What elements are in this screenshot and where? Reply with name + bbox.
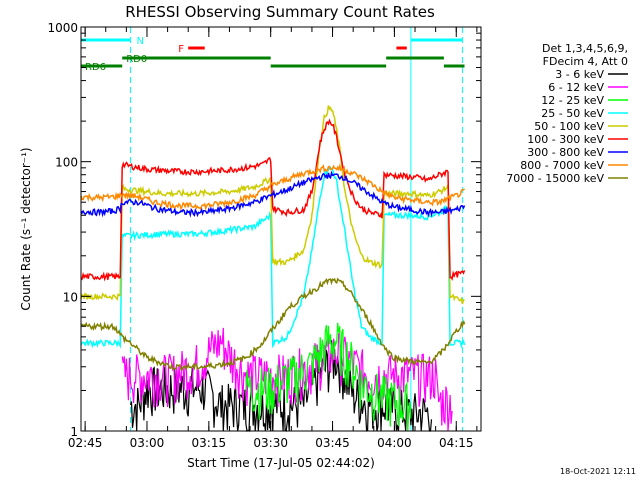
x-tick-label: 03:30 — [253, 436, 288, 450]
x-tick-label: 03:15 — [192, 436, 227, 450]
series-line — [245, 322, 412, 432]
x-tick-label: 02:45 — [68, 436, 103, 450]
x-tick-label: 04:00 — [377, 436, 412, 450]
legend-label: 50 - 100 keV — [534, 120, 604, 133]
legend-label: 12 - 25 keV — [541, 94, 604, 107]
flag-label: RD6 — [85, 62, 106, 73]
flag-label: F — [178, 44, 184, 55]
series-line — [80, 277, 466, 371]
flag-label: N — [136, 36, 143, 47]
plot-content: N F RD0 RD6 — [80, 27, 466, 433]
legend: Det 1,3,4,5,6,9,FDecim 4, Att 03 - 6 keV… — [506, 42, 628, 185]
series-line — [80, 105, 465, 305]
legend-label: 800 - 7000 keV — [520, 159, 604, 172]
series-line — [80, 118, 466, 282]
legend-label: 6 - 12 keV — [548, 81, 604, 94]
y-tick-label: 100 — [55, 156, 78, 170]
x-tick-label: 03:00 — [130, 436, 165, 450]
series-line — [80, 170, 466, 218]
x-tick-label: 03:45 — [315, 436, 350, 450]
series-line — [121, 327, 453, 432]
y-tick-label: 10 — [63, 290, 78, 304]
series-line — [80, 163, 466, 211]
y-tick-label: 1 — [70, 425, 78, 439]
flag-label: RD0 — [126, 54, 147, 65]
series-line — [80, 165, 466, 349]
legend-label: 100 - 300 keV — [527, 133, 604, 146]
chart-title: RHESSI Observing Summary Count Rates — [125, 3, 435, 21]
y-axis: 1 10 100 1000 — [47, 21, 481, 439]
y-axis-label: Count Rate (s⁻¹ detector⁻¹) — [19, 147, 33, 310]
legend-label: 300 - 800 keV — [527, 146, 604, 159]
legend-label: 7000 - 15000 keV — [506, 172, 604, 185]
x-axis-label: Start Time (17-Jul-05 02:44:02) — [187, 456, 375, 470]
legend-title: Det 1,3,4,5,6,9, — [542, 42, 628, 55]
y-tick-label: 1000 — [47, 21, 78, 35]
x-tick-label: 04:15 — [439, 436, 474, 450]
legend-label: 3 - 6 keV — [555, 68, 604, 81]
x-axis: 02:45 03:00 03:15 03:30 03:45 04:00 04:15 — [68, 27, 478, 450]
series-line — [129, 339, 433, 433]
legend-title: FDecim 4, Att 0 — [543, 55, 628, 68]
footer-timestamp: 18-Oct-2021 12:11 — [560, 467, 636, 476]
plot-frame — [80, 26, 482, 432]
legend-label: 25 - 50 keV — [541, 107, 604, 120]
